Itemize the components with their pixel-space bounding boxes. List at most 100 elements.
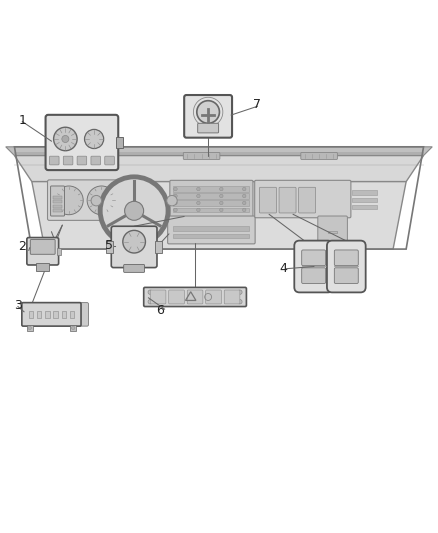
- FancyBboxPatch shape: [279, 187, 296, 213]
- Circle shape: [167, 196, 177, 206]
- Bar: [14, 152, 424, 156]
- Bar: [53, 196, 62, 199]
- Bar: [45, 311, 49, 318]
- Bar: [57, 248, 61, 255]
- FancyBboxPatch shape: [299, 187, 316, 213]
- Bar: [53, 200, 62, 204]
- FancyBboxPatch shape: [259, 187, 276, 213]
- FancyBboxPatch shape: [184, 95, 232, 138]
- Bar: [173, 208, 249, 212]
- Polygon shape: [6, 147, 432, 156]
- FancyBboxPatch shape: [150, 290, 166, 304]
- Bar: [36, 263, 49, 271]
- FancyBboxPatch shape: [254, 180, 351, 218]
- Bar: [37, 311, 41, 318]
- FancyBboxPatch shape: [47, 180, 136, 220]
- Bar: [27, 325, 33, 331]
- FancyBboxPatch shape: [144, 287, 247, 306]
- Circle shape: [53, 127, 77, 151]
- FancyBboxPatch shape: [302, 268, 325, 284]
- Bar: [155, 241, 162, 253]
- Circle shape: [174, 208, 177, 212]
- FancyBboxPatch shape: [30, 239, 55, 254]
- Bar: [328, 231, 337, 233]
- FancyBboxPatch shape: [198, 123, 219, 133]
- Circle shape: [148, 290, 152, 294]
- Circle shape: [91, 196, 102, 206]
- Bar: [14, 164, 424, 166]
- Circle shape: [123, 230, 145, 253]
- Circle shape: [54, 186, 83, 215]
- Text: 5: 5: [105, 239, 113, 252]
- FancyBboxPatch shape: [184, 152, 220, 159]
- Circle shape: [85, 130, 104, 149]
- Circle shape: [197, 194, 200, 198]
- Text: 2: 2: [18, 240, 26, 253]
- Circle shape: [174, 194, 177, 198]
- FancyBboxPatch shape: [318, 216, 347, 243]
- Circle shape: [219, 201, 223, 205]
- FancyBboxPatch shape: [168, 216, 255, 244]
- Bar: [352, 190, 377, 195]
- Bar: [53, 209, 62, 212]
- Circle shape: [100, 177, 168, 245]
- Circle shape: [28, 326, 32, 329]
- Circle shape: [174, 187, 177, 191]
- FancyBboxPatch shape: [22, 303, 81, 326]
- Text: 1: 1: [18, 114, 26, 127]
- FancyBboxPatch shape: [61, 152, 98, 159]
- Bar: [106, 241, 113, 253]
- Circle shape: [243, 194, 246, 198]
- FancyBboxPatch shape: [301, 152, 337, 159]
- Bar: [173, 200, 249, 206]
- Circle shape: [174, 201, 177, 205]
- Text: 3: 3: [14, 299, 22, 312]
- FancyBboxPatch shape: [224, 290, 240, 304]
- Bar: [53, 205, 62, 208]
- Circle shape: [71, 326, 75, 329]
- FancyBboxPatch shape: [169, 290, 184, 304]
- FancyBboxPatch shape: [302, 250, 325, 265]
- Circle shape: [243, 187, 246, 191]
- Bar: [352, 205, 377, 209]
- FancyBboxPatch shape: [105, 156, 114, 165]
- Circle shape: [87, 186, 116, 215]
- Bar: [173, 193, 249, 199]
- Circle shape: [197, 101, 219, 123]
- FancyBboxPatch shape: [187, 290, 203, 304]
- Bar: [53, 311, 58, 318]
- FancyBboxPatch shape: [46, 115, 118, 170]
- Circle shape: [243, 201, 246, 205]
- Circle shape: [197, 208, 200, 212]
- FancyBboxPatch shape: [334, 250, 358, 265]
- Circle shape: [62, 135, 69, 142]
- Polygon shape: [14, 156, 424, 182]
- Circle shape: [125, 201, 144, 220]
- Bar: [70, 311, 74, 318]
- Bar: [116, 137, 124, 148]
- Bar: [173, 227, 250, 231]
- FancyBboxPatch shape: [327, 240, 366, 293]
- Circle shape: [197, 201, 200, 205]
- Circle shape: [219, 208, 223, 212]
- FancyBboxPatch shape: [206, 290, 221, 304]
- Text: 4: 4: [279, 262, 287, 275]
- Text: 7: 7: [253, 98, 261, 111]
- FancyBboxPatch shape: [124, 264, 145, 272]
- Circle shape: [238, 290, 242, 294]
- Circle shape: [197, 187, 200, 191]
- Circle shape: [238, 300, 242, 304]
- Polygon shape: [32, 182, 406, 249]
- FancyBboxPatch shape: [27, 238, 59, 265]
- Circle shape: [219, 194, 223, 198]
- FancyBboxPatch shape: [64, 156, 73, 165]
- Bar: [173, 187, 249, 192]
- Circle shape: [148, 300, 152, 304]
- Text: 6: 6: [156, 303, 164, 317]
- Bar: [352, 198, 377, 202]
- Circle shape: [243, 208, 246, 212]
- FancyBboxPatch shape: [49, 156, 59, 165]
- FancyBboxPatch shape: [76, 303, 88, 326]
- Bar: [61, 311, 66, 318]
- FancyBboxPatch shape: [334, 268, 358, 284]
